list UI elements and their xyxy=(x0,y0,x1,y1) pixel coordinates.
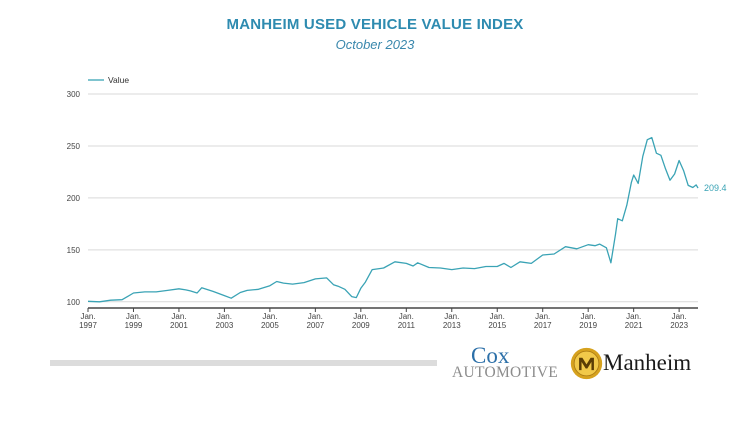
y-tick-label: 250 xyxy=(67,142,81,151)
x-tick-label-month: Jan. xyxy=(399,312,414,321)
x-tick-label-year: 2001 xyxy=(170,321,188,330)
manheim-logo: Manheim xyxy=(570,346,710,382)
series-line-value xyxy=(87,136,699,303)
chart-subtitle: October 2023 xyxy=(335,37,415,52)
end-value-label: 209.4 xyxy=(704,183,727,193)
x-tick-label-month: Jan. xyxy=(626,312,641,321)
x-tick-label-month: Jan. xyxy=(262,312,277,321)
legend: Value xyxy=(88,75,129,85)
x-tick-label-month: Jan. xyxy=(353,312,368,321)
x-tick-label-year: 1997 xyxy=(79,321,97,330)
x-axis-ticks: Jan.1997Jan.1999Jan.2001Jan.2003Jan.2005… xyxy=(79,308,689,330)
x-tick-label-month: Jan. xyxy=(490,312,505,321)
x-tick-label-month: Jan. xyxy=(581,312,596,321)
x-tick-label-year: 2015 xyxy=(488,321,506,330)
x-tick-label-year: 2005 xyxy=(261,321,279,330)
x-tick-label-month: Jan. xyxy=(217,312,232,321)
x-tick-label-year: 2021 xyxy=(625,321,643,330)
x-tick-label-year: 2003 xyxy=(216,321,234,330)
y-tick-label: 200 xyxy=(67,194,81,203)
y-tick-label: 100 xyxy=(67,298,81,307)
footer-divider xyxy=(50,360,437,366)
x-tick-label-year: 2017 xyxy=(534,321,552,330)
chart-title: MANHEIM USED VEHICLE VALUE INDEX xyxy=(226,16,524,33)
x-tick-label-month: Jan. xyxy=(672,312,687,321)
x-tick-label-year: 1999 xyxy=(125,321,143,330)
manheim-logo-text: Manheim xyxy=(603,350,692,375)
x-tick-label-year: 2011 xyxy=(398,321,416,330)
x-tick-label-month: Jan. xyxy=(444,312,459,321)
x-tick-label-month: Jan. xyxy=(171,312,186,321)
x-tick-label-year: 2007 xyxy=(306,321,324,330)
x-tick-label-year: 2023 xyxy=(670,321,688,330)
y-tick-label: 300 xyxy=(67,90,81,99)
x-tick-label-month: Jan. xyxy=(308,312,323,321)
cox-logo-text: Cox xyxy=(471,343,510,368)
series-layer xyxy=(87,136,699,303)
manheim-seal-icon xyxy=(570,347,603,380)
cox-automotive-logo: Cox AUTOMOTIVE xyxy=(452,344,562,384)
x-tick-label-year: 2009 xyxy=(352,321,370,330)
x-tick-label-month: Jan. xyxy=(535,312,550,321)
x-tick-label-month: Jan. xyxy=(126,312,141,321)
x-tick-label-year: 2019 xyxy=(579,321,597,330)
automotive-logo-text: AUTOMOTIVE xyxy=(452,364,559,381)
x-tick-label-year: 2013 xyxy=(443,321,461,330)
y-tick-label: 150 xyxy=(67,246,81,255)
x-tick-label-month: Jan. xyxy=(80,312,95,321)
gridlines xyxy=(88,93,698,309)
y-axis-ticks: 100 150 200 250 300 xyxy=(67,90,81,307)
legend-label: Value xyxy=(108,75,129,85)
